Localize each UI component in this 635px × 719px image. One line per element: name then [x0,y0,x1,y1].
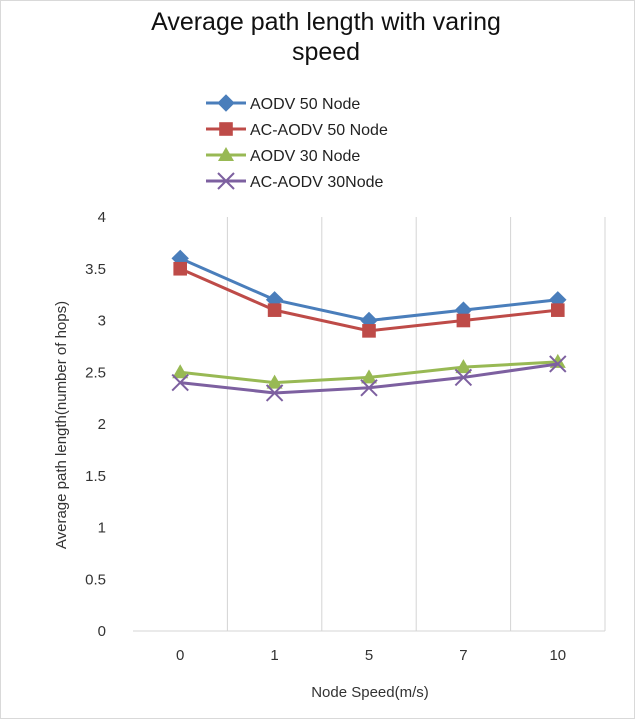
y-tick-label: 0.5 [85,571,106,588]
marker-x-stroke [171,373,189,392]
y-tick-label: 1 [98,520,106,537]
y-tick-label: 3 [98,313,106,330]
marker-triangle [218,147,234,161]
marker-x [265,384,284,402]
legend-item: AC-AODV 50 Node [206,122,388,139]
marker-x-stroke [265,384,284,402]
marker-triangle [455,359,472,374]
x-tick-label: 1 [270,647,278,664]
x-tick-label: 0 [176,647,184,664]
y-tick-label: 2 [98,416,106,433]
legend-item: AC-AODV 30Node [206,172,383,191]
legend-label: AODV 50 Node [250,96,360,113]
chart-title-line1: Average path length with varing [151,8,501,36]
x-tick-label: 10 [549,647,566,664]
marker-triangle [266,374,283,389]
marker-x [217,172,235,190]
x-tick-label: 5 [365,647,373,664]
marker-x [360,379,378,397]
x-axis-ticks: 0 1 5 7 10 [176,647,566,664]
legend: AODV 50 Node AC-AODV 50 Node AODV 30 Node A… [206,94,388,191]
legend-item: AODV 30 Node [206,147,360,165]
marker-square [267,303,282,317]
y-tick-label: 4 [98,209,106,226]
y-tick-label: 0 [98,623,106,640]
legend-item: AODV 50 Node [206,94,360,113]
marker-square [173,261,187,276]
gridlines [133,217,606,632]
marker-x [171,373,189,392]
series-ac-aodv-30node [171,355,567,402]
marker-x [454,368,473,387]
marker-square [219,122,233,136]
legend-label: AC-AODV 30Node [250,174,383,191]
y-axis-ticks: 0 0.5 1 1.5 2 2.5 3 3.5 4 [85,209,106,640]
marker-x [549,355,567,373]
legend-label: AODV 30 Node [250,148,360,165]
y-tick-label: 1.5 [85,468,106,485]
y-axis-label: Average path length(number of hops) [53,301,70,549]
chart-title-line2: speed [292,38,360,66]
marker-triangle [172,364,189,379]
x-tick-label: 7 [459,647,467,664]
marker-x-stroke [549,355,567,373]
marker-x-stroke [217,172,235,190]
marker-square [551,303,565,317]
marker-x-stroke [360,379,378,397]
series-ac-aodv-50-node [173,261,565,338]
legend-label: AC-AODV 50 Node [250,122,388,139]
marker-triangle [361,369,377,384]
y-tick-label: 3.5 [85,261,106,278]
marker-x-stroke [454,368,473,387]
marker-diamond [217,94,235,112]
series-line [179,257,558,323]
x-axis-label: Node Speed(m/s) [311,684,429,701]
y-tick-label: 2.5 [85,364,106,381]
marker-square [362,324,376,338]
marker-square [456,313,471,328]
series-group [171,249,567,402]
series-aodv-30-node [172,353,566,389]
